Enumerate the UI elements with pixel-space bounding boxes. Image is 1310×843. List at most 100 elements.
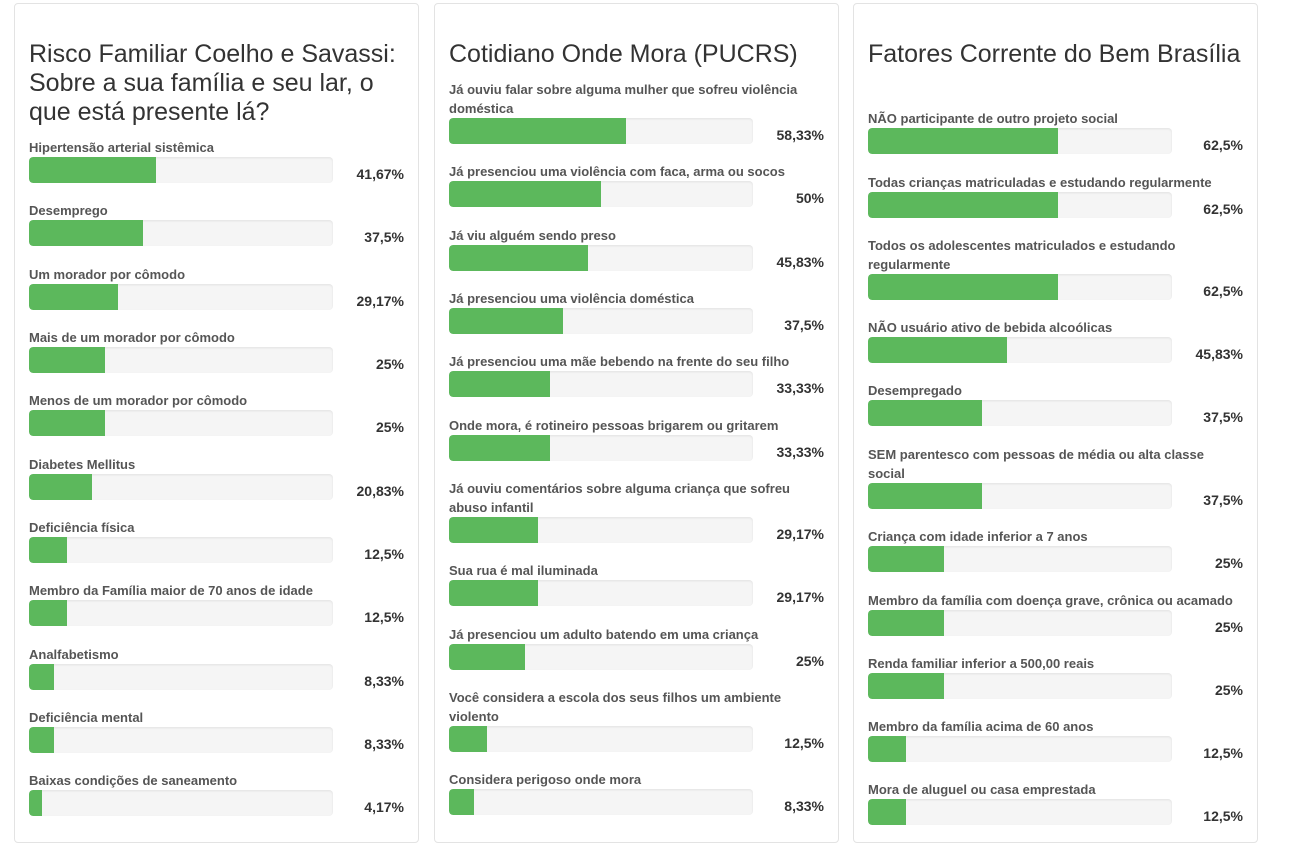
bar-row: 37,5% (868, 483, 1243, 509)
bar-fill (449, 644, 525, 670)
bar-row: 37,5% (868, 400, 1243, 426)
bar-row: 8,33% (449, 789, 824, 815)
bar-fill (868, 337, 1008, 363)
bar-item: Desemprego 37,5% (29, 201, 404, 246)
bar-value-label: 25% (375, 419, 404, 435)
bar-fill (449, 118, 627, 144)
bar-label: Já presenciou uma violência com faca, ar… (449, 164, 785, 179)
bar-item: Sua rua é mal iluminada 29,17% (449, 561, 824, 606)
bar-label: Hipertensão arterial sistêmica (29, 140, 214, 155)
bar-label: Todas crianças matriculadas e estudando … (868, 175, 1212, 190)
bar-fill (868, 736, 906, 762)
bar-fill (449, 308, 563, 334)
bar-value-label: 25% (375, 356, 404, 372)
bar-row: 33,33% (449, 371, 824, 397)
bar-label: Onde mora, é rotineiro pessoas brigarem … (449, 418, 779, 433)
bar-row: 50% (449, 181, 824, 207)
bar-track (29, 474, 333, 500)
bar-label: Já viu alguém sendo preso (449, 228, 616, 243)
bar-fill (868, 274, 1058, 300)
bar-label: Sua rua é mal iluminada (449, 563, 598, 578)
bar-value-label: 25% (1214, 619, 1243, 635)
bar-item: SEM parentesco com pessoas de média ou a… (868, 445, 1243, 509)
bar-fill (449, 245, 589, 271)
bar-track (868, 274, 1172, 300)
bar-fill (449, 517, 538, 543)
bar-row: 45,83% (449, 245, 824, 271)
bar-track (449, 245, 753, 271)
bar-track (449, 435, 753, 461)
bar-value-label: 12,5% (1203, 745, 1243, 761)
bar-fill (449, 789, 475, 815)
bar-value-label: 8,33% (364, 673, 404, 689)
bar-item: Onde mora, é rotineiro pessoas brigarem … (449, 416, 824, 461)
bar-item: Já viu alguém sendo preso 45,83% (449, 226, 824, 271)
bar-item: Renda familiar inferior a 500,00 reais 25… (868, 654, 1243, 699)
bar-value-label: 25% (1214, 555, 1243, 571)
bar-value-label: 25% (795, 653, 824, 669)
bar-fill (449, 371, 551, 397)
bar-label: NÃO participante de outro projeto social (868, 111, 1118, 126)
bar-fill (29, 790, 42, 816)
bar-label: Baixas condições de saneamento (29, 773, 238, 788)
bar-track (868, 128, 1172, 154)
bar-fill (868, 673, 944, 699)
bar-fill (868, 546, 944, 572)
bar-label: Criança com idade inferior a 7 anos (868, 529, 1088, 544)
bar-value-label: 41,67% (356, 166, 404, 182)
bar-fill (868, 799, 906, 825)
bar-track (449, 580, 753, 606)
bar-fill (29, 157, 156, 183)
bar-row: 29,17% (449, 580, 824, 606)
bar-fill (868, 400, 982, 426)
bar-value-label: 45,83% (1195, 346, 1243, 362)
bar-row: 12,5% (29, 537, 404, 563)
bar-label: Considera perigoso onde mora (449, 772, 642, 787)
panel-cotidiano: Cotidiano Onde Mora (PUCRS) Já ouviu fal… (434, 3, 839, 843)
bar-value-label: 29,17% (776, 526, 824, 542)
bar-value-label: 62,5% (1203, 201, 1243, 217)
bar-fill (868, 128, 1058, 154)
bar-row: 20,83% (29, 474, 404, 500)
chart-title: Fatores Corrente do Bem Brasília (868, 40, 1241, 68)
bar-label: Já presenciou um adulto batendo em uma c… (449, 627, 759, 642)
bar-value-label: 12,5% (364, 546, 404, 562)
bar-label: Diabetes Mellitus (29, 457, 136, 472)
bar-row: 25% (868, 546, 1243, 572)
bar-label: Um morador por cômodo (29, 267, 186, 282)
bar-row: 25% (29, 347, 404, 373)
bar-label: Menos de um morador por cômodo (29, 393, 248, 408)
bar-track (868, 192, 1172, 218)
bar-row: 29,17% (29, 284, 404, 310)
bar-track (868, 736, 1172, 762)
bar-row: 25% (29, 410, 404, 436)
bar-label: Deficiência mental (29, 710, 144, 725)
bar-fill (29, 410, 105, 436)
bar-item: Diabetes Mellitus 20,83% (29, 455, 404, 500)
bar-item: NÃO participante de outro projeto social… (868, 109, 1243, 154)
bar-track (449, 644, 753, 670)
bar-value-label: 37,5% (364, 229, 404, 245)
bar-track (29, 664, 333, 690)
bar-row: 37,5% (449, 308, 824, 334)
bar-track (868, 337, 1172, 363)
bar-row: 41,67% (29, 157, 404, 183)
bar-fill (449, 435, 551, 461)
bar-track (29, 284, 333, 310)
bar-row: 62,5% (868, 192, 1243, 218)
bar-track (449, 726, 753, 752)
bar-label: NÃO usuário ativo de bebida alcoólicas (868, 320, 1113, 335)
bar-item: Membro da família acima de 60 anos 12,5% (868, 717, 1243, 762)
bar-fill (868, 192, 1058, 218)
bar-value-label: 20,83% (356, 483, 404, 499)
bar-track (868, 483, 1172, 509)
bar-fill (449, 580, 538, 606)
bar-item: Já ouviu comentários sobre alguma crianç… (449, 479, 824, 543)
bar-fill (29, 347, 105, 373)
bar-item: Analfabetismo 8,33% (29, 645, 404, 690)
bar-item: Mora de aluguel ou casa emprestada 12,5% (868, 780, 1243, 825)
bar-row: 58,33% (449, 118, 824, 144)
bar-track (29, 537, 333, 563)
panel-fatores: Fatores Corrente do Bem Brasília NÃO par… (853, 3, 1258, 843)
bar-track (29, 410, 333, 436)
